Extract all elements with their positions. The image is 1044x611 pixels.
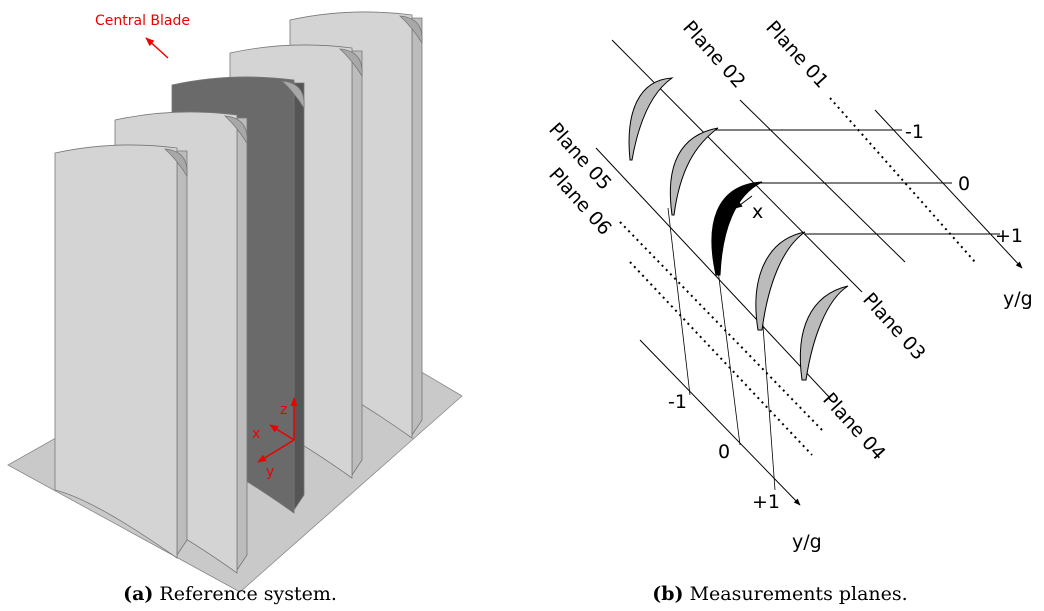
tick-label: -1 (905, 121, 924, 143)
blade-side (412, 18, 422, 435)
central-blade-label: Central Blade (95, 13, 190, 29)
blade-side (177, 151, 187, 555)
tick-label: +1 (995, 225, 1023, 247)
blade-side (237, 118, 247, 570)
plane-line (830, 98, 975, 262)
annotation-arrow (146, 38, 168, 58)
caption-label: (b) (652, 583, 683, 605)
tick-label: 0 (718, 441, 730, 463)
caption-a: (a) Reference system. (123, 583, 337, 605)
blade-profile (670, 128, 718, 215)
caption-text: Measurements planes. (690, 583, 908, 605)
tick-label: 0 (958, 173, 970, 195)
plane-label: Plane 03 (858, 289, 929, 365)
blade-side (294, 83, 304, 510)
blade-face (55, 145, 177, 558)
blade-profile (629, 78, 672, 160)
caption-text: Reference system. (159, 583, 337, 605)
x-label: x (252, 426, 260, 442)
panel-a: z x y Central Blade (a) Reference system… (8, 12, 462, 605)
tick-label: +1 (752, 491, 780, 513)
plane-label: Plane 04 (818, 389, 889, 465)
blade-profile (712, 182, 762, 275)
blade-profile (800, 286, 848, 380)
axis-label: y/g (792, 531, 822, 553)
blades (55, 12, 422, 573)
plane-label: Plane 01 (761, 17, 832, 93)
figure: z x y Central Blade (a) Reference system… (0, 0, 1044, 611)
axis-arrow (640, 340, 800, 505)
z-label: z (280, 402, 287, 418)
plane-line (596, 148, 830, 398)
y-label: y (266, 464, 274, 480)
caption-b: (b) Measurements planes. (652, 583, 907, 605)
axis-label: y/g (1003, 288, 1033, 310)
plane-label: Plane 02 (678, 17, 749, 93)
blade-side (352, 51, 362, 475)
blade-profile (756, 232, 805, 330)
caption-label: (a) (123, 583, 153, 605)
tick-label: -1 (668, 391, 687, 413)
plane-line (740, 100, 905, 262)
x-label: x (752, 201, 763, 223)
